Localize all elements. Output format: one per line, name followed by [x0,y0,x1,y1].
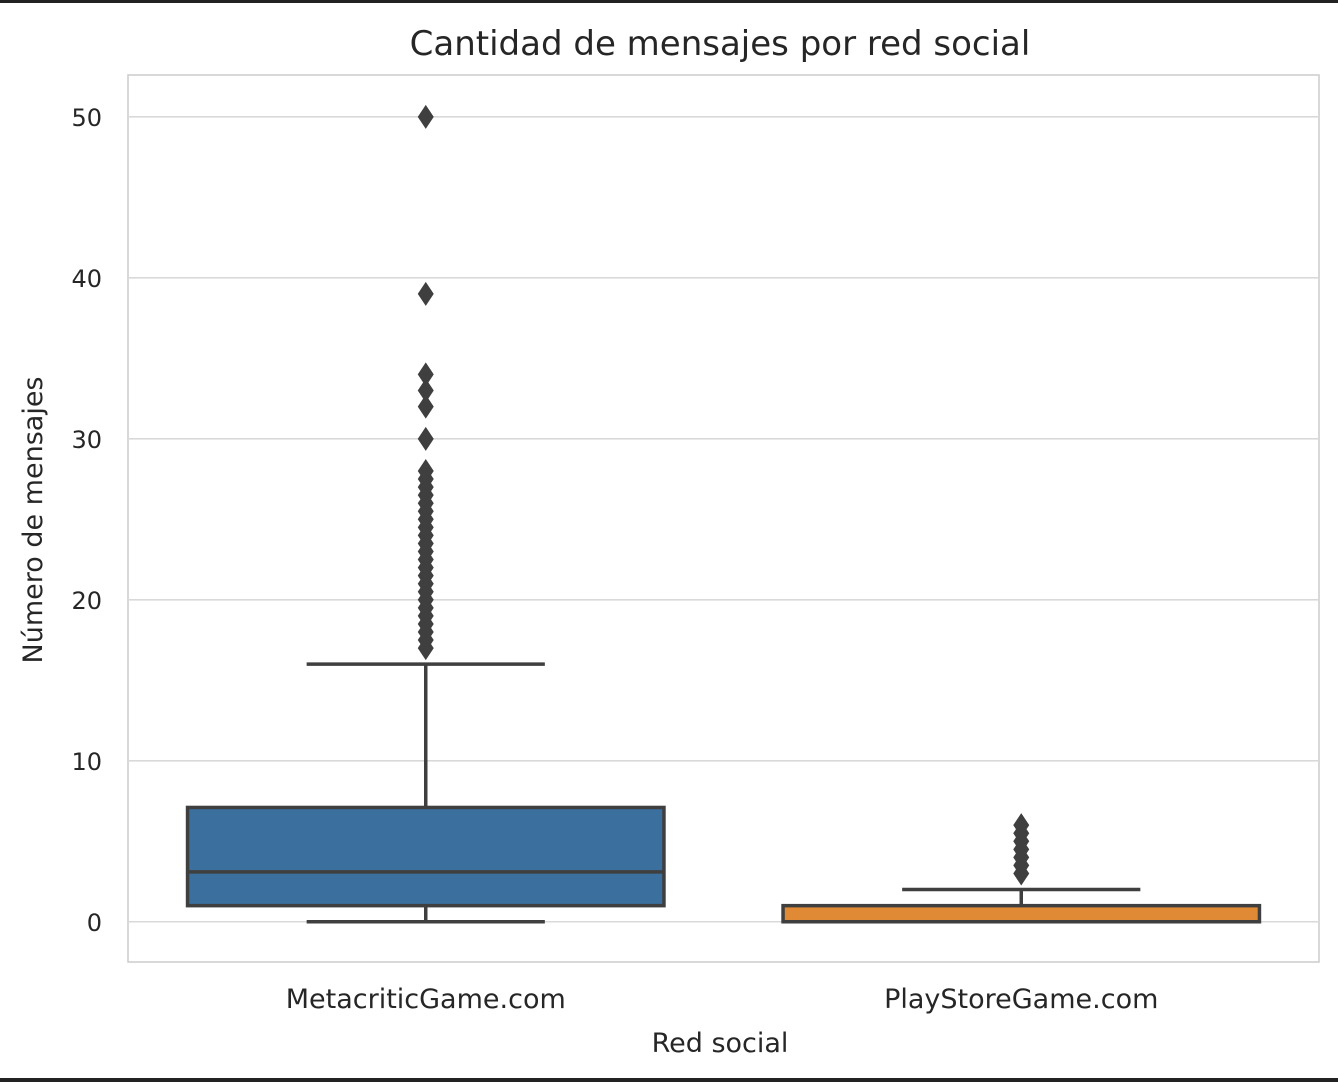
outlier-point [1013,813,1030,838]
outlier-point [417,281,434,306]
outlier-point [417,459,434,484]
chart-title: Cantidad de mensajes por red social [410,24,1031,64]
x-tick-labels: MetacriticGame.com PlayStoreGame.com [286,984,1159,1015]
outlier-point [417,426,434,451]
outlier-point [417,378,434,403]
bottom-border [0,1078,1338,1082]
y-tick-label: 30 [71,426,102,454]
y-tick-label: 20 [71,587,102,615]
outlier-point [417,362,434,387]
y-tick-labels: 0 10 20 30 40 50 [71,104,102,937]
iqr-box [781,903,1262,924]
box-group [781,813,1262,924]
y-tick-label: 10 [71,748,102,776]
y-tick-label: 0 [87,909,102,937]
outlier-point [417,104,434,129]
top-border [0,0,1338,3]
outlier-point [417,394,434,419]
y-tick-label: 40 [71,265,102,293]
box-group [185,104,666,924]
iqr-box [185,805,666,908]
y-tick-label: 50 [71,104,102,132]
x-tick-label: PlayStoreGame.com [884,984,1158,1015]
y-axis-title: Número de mensajes [18,377,49,664]
boxes [185,104,1262,924]
x-tick-label: MetacriticGame.com [286,984,566,1015]
x-axis-title: Red social [652,1028,789,1059]
